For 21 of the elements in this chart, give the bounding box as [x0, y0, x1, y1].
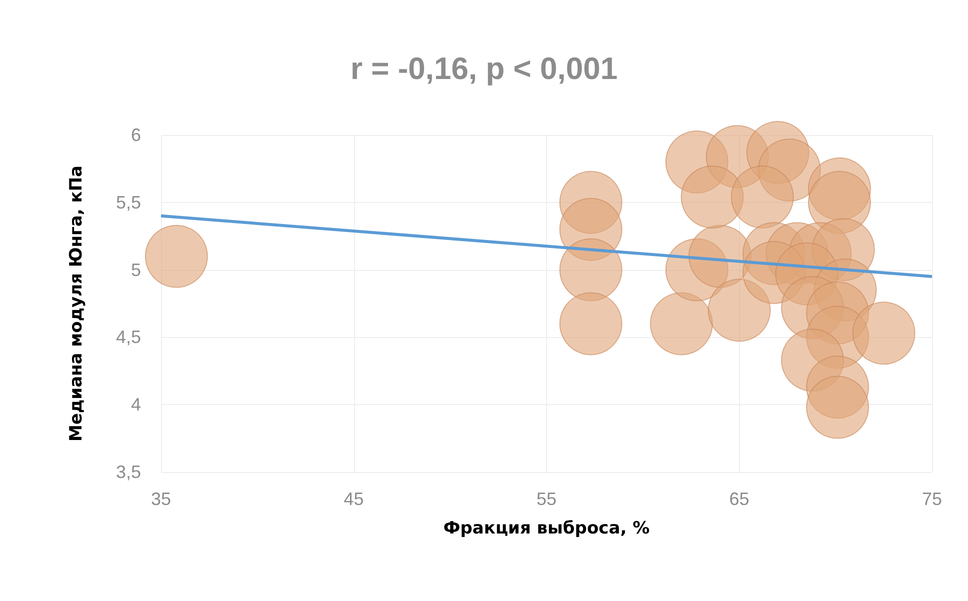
x-tick-label: 45 — [344, 489, 364, 509]
x-tick-label: 75 — [922, 489, 942, 509]
x-tick-label: 65 — [729, 489, 750, 509]
point — [144, 224, 208, 288]
y-tick-label: 5 — [130, 260, 141, 280]
chart-title: r = -0,16, p < 0,001 — [350, 51, 618, 86]
point — [730, 166, 794, 228]
x-tick-label: 35 — [150, 489, 172, 509]
y-tick-label: 5,5 — [116, 192, 141, 212]
point — [559, 292, 622, 356]
point — [650, 292, 713, 356]
point — [806, 376, 870, 439]
x-tick-label: 55 — [536, 489, 557, 509]
x-axis-title: Фракция выброса, % — [443, 518, 650, 538]
point — [852, 302, 916, 365]
y-tick-label: 3,5 — [116, 462, 141, 482]
y-tick-label: 4 — [130, 394, 141, 415]
y-axis-title: Медиана модуля Юнга, кПа — [66, 165, 86, 442]
y-tick-label: 4,5 — [116, 327, 141, 348]
y-tick-label: 6 — [130, 125, 141, 145]
point — [708, 278, 771, 342]
